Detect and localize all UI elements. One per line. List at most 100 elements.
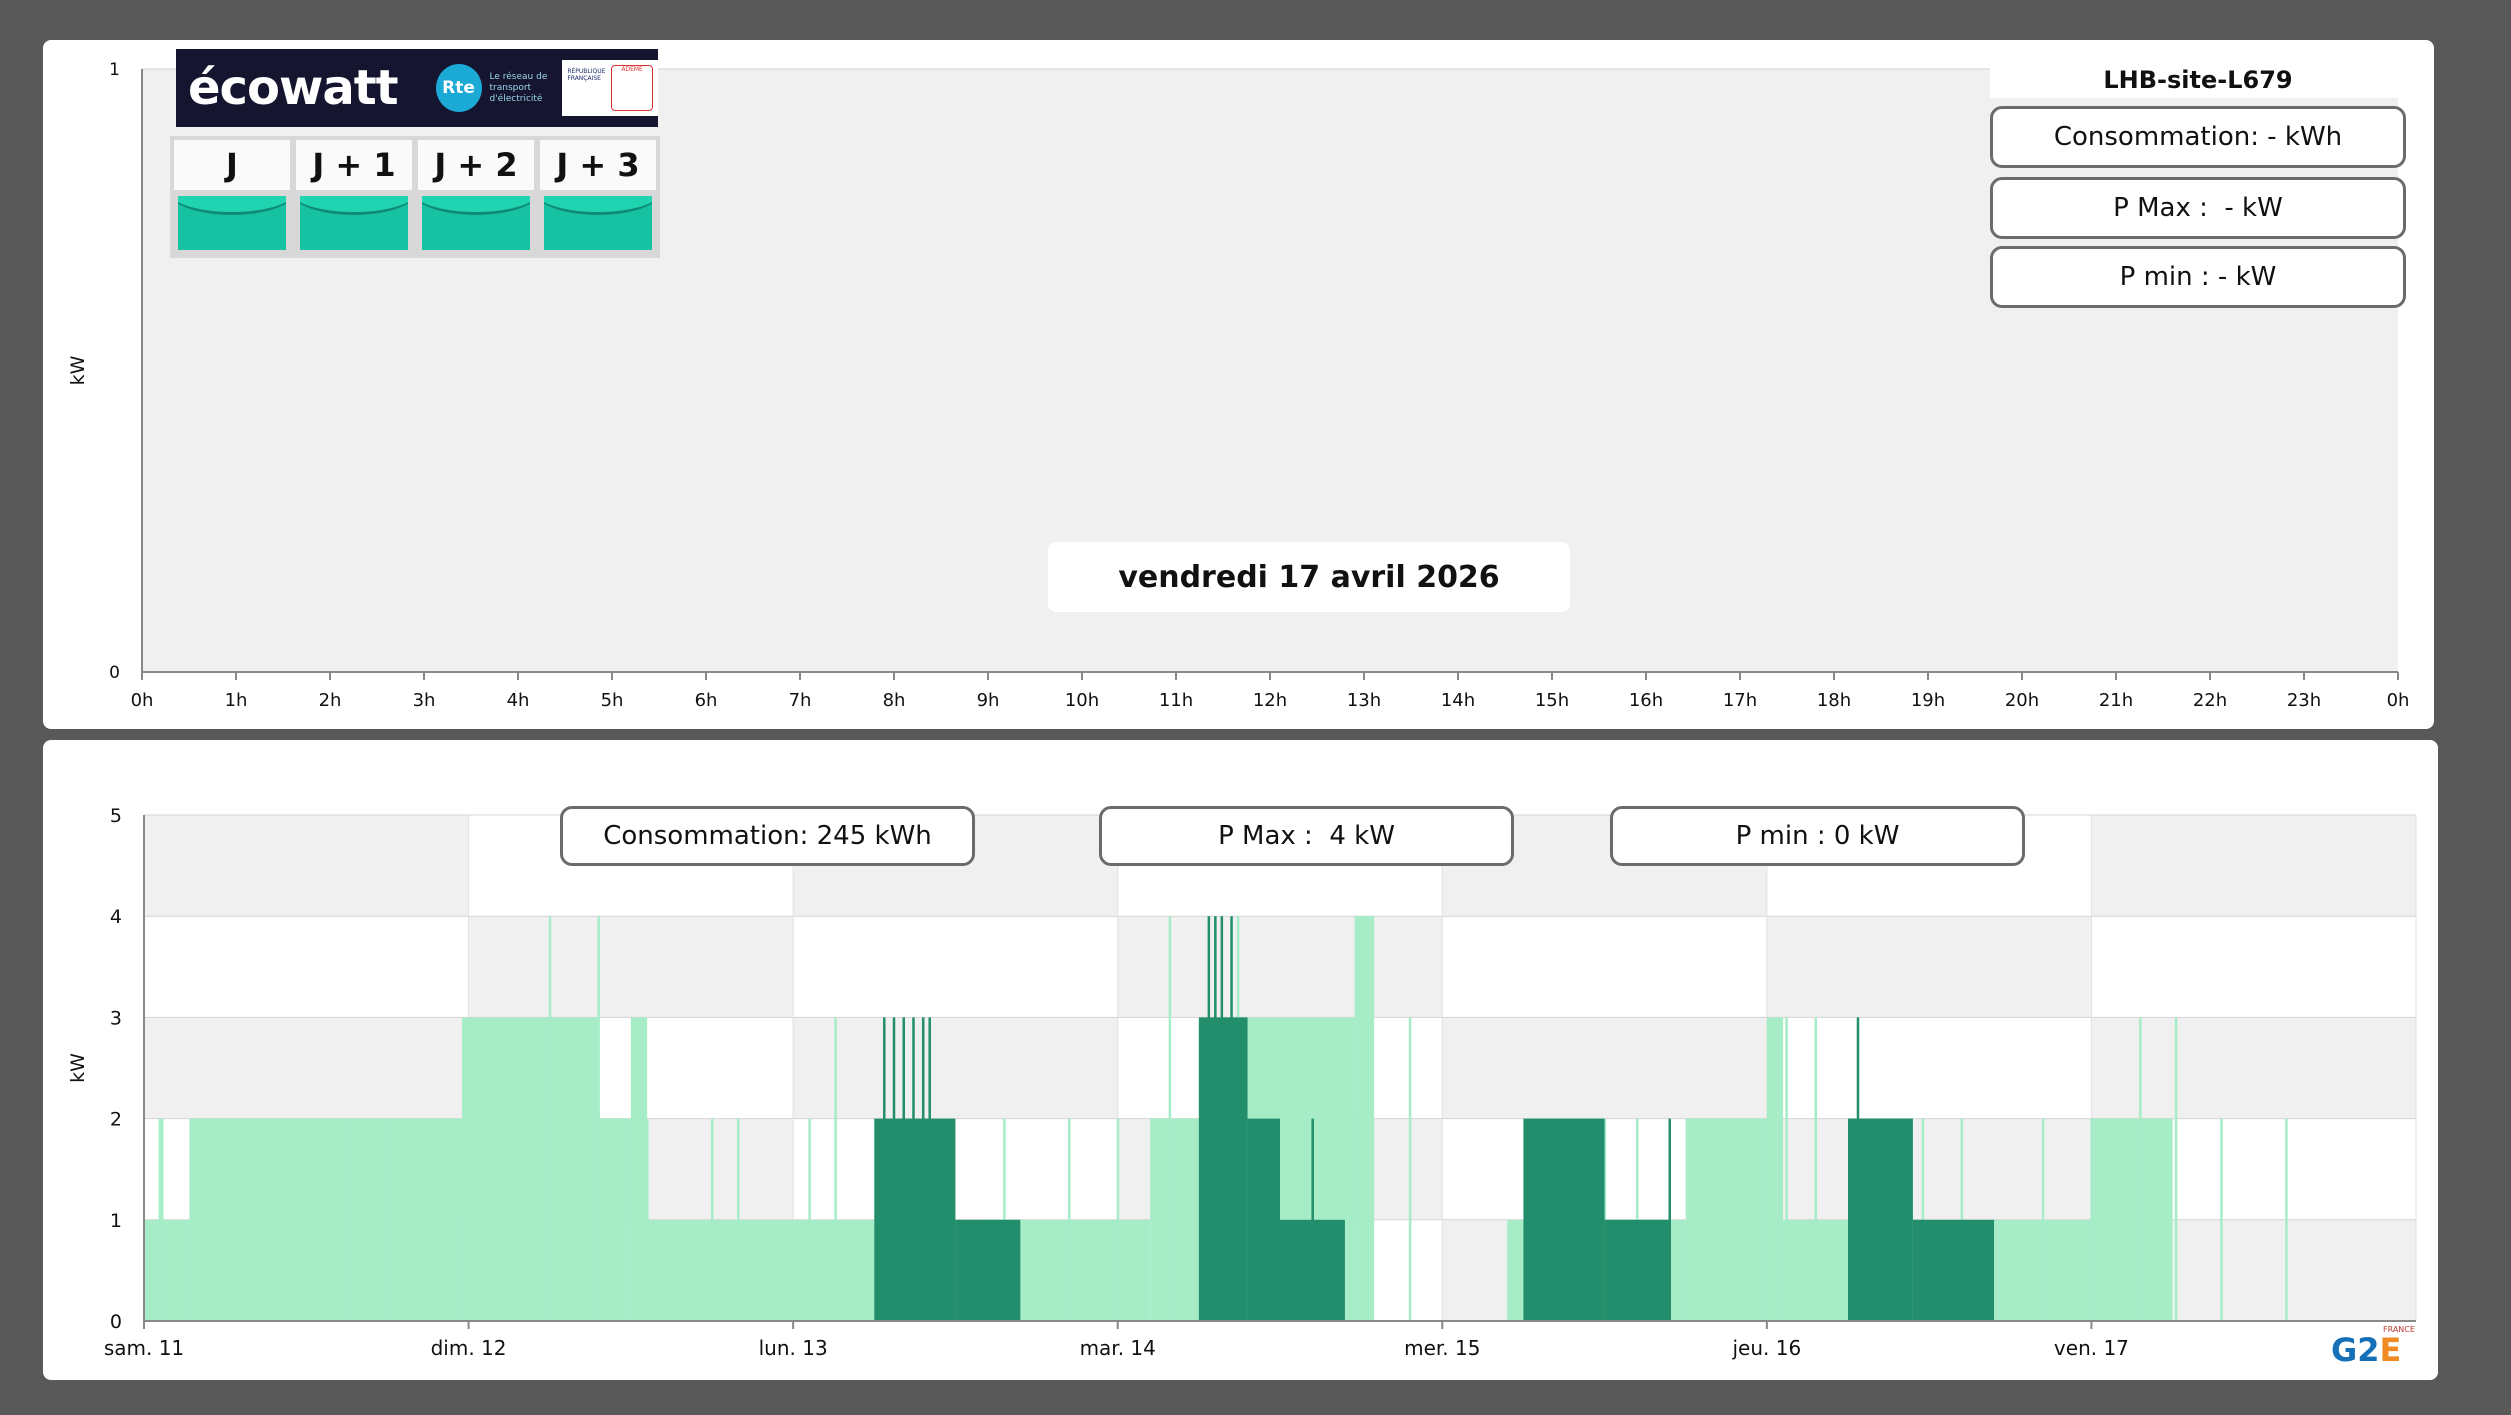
grid-band <box>144 1017 469 1119</box>
x-tick-label: mer. 15 <box>1404 1336 1480 1360</box>
power-bar <box>1766 1017 1784 1321</box>
grid-band <box>2091 815 2416 917</box>
rte-logo: Rte <box>435 64 482 112</box>
x-tick-label: 19h <box>1911 690 1945 711</box>
power-spike <box>1230 916 1233 1321</box>
y-tick-label: 1 <box>109 60 120 80</box>
power-bar <box>158 1118 164 1321</box>
bottom-consumption-box: Consommation: 245 kWh <box>560 806 975 866</box>
x-tick-label: 20h <box>2005 690 2039 711</box>
power-spike <box>1311 1118 1314 1321</box>
x-tick-label: jeu. 16 <box>1732 1336 1802 1360</box>
power-spike <box>1214 916 1217 1321</box>
top-consumption-box: Consommation: - kWh <box>1990 106 2406 168</box>
power-bar <box>163 1219 190 1321</box>
ademe-logo: ADEME <box>611 65 654 111</box>
power-spike <box>928 1017 931 1321</box>
y-axis-label: kW <box>67 1053 89 1083</box>
ecowatt-day-3: J + 3 <box>540 140 656 254</box>
x-tick-label: 10h <box>1065 690 1099 711</box>
x-tick-label: 0h <box>2387 690 2410 711</box>
day-level-indicator <box>544 196 652 250</box>
power-bar <box>1354 916 1375 1321</box>
x-tick-label: 4h <box>507 690 530 711</box>
power-bar <box>874 1118 956 1321</box>
gov-logos: RÉPUBLIQUE FRANÇAISE ADEME <box>562 60 659 116</box>
grid-band <box>793 916 1118 1018</box>
top-pmin-box: P min : - kW <box>1990 246 2406 308</box>
x-tick-label: 15h <box>1535 690 1569 711</box>
x-tick-label: 8h <box>883 690 906 711</box>
power-spike <box>902 1017 905 1321</box>
ecowatt-day-2: J + 2 <box>418 140 534 254</box>
bottom-pmin-box: P min : 0 kW <box>1610 806 2025 866</box>
power-spike <box>892 1017 896 1321</box>
power-spike <box>548 916 552 1321</box>
x-tick-label: dim. 12 <box>431 1336 507 1360</box>
y-tick-label: 0 <box>109 663 120 683</box>
power-bar <box>1150 1118 1199 1321</box>
x-tick-label: 3h <box>413 690 436 711</box>
x-tick-label: 5h <box>601 690 624 711</box>
power-spike <box>1668 1118 1671 1321</box>
y-tick-label: 5 <box>110 805 122 827</box>
power-spike <box>1814 1017 1818 1321</box>
day-label: J + 2 <box>418 140 534 190</box>
ecowatt-day-0: J <box>174 140 290 254</box>
power-spike <box>1068 1118 1071 1321</box>
top-pmax-box: P Max : - kW <box>1990 177 2406 239</box>
y-axis-label: kW <box>67 355 89 385</box>
grid-band <box>1766 1118 2092 1220</box>
x-tick-label: 16h <box>1629 690 1663 711</box>
power-spike <box>808 1118 811 1321</box>
power-spike <box>344 1118 347 1321</box>
x-tick-label: 21h <box>2099 690 2133 711</box>
x-tick-label: 14h <box>1441 690 1475 711</box>
x-tick-label: 23h <box>2287 690 2321 711</box>
power-spike <box>921 1017 925 1321</box>
power-bar <box>1604 1219 1670 1321</box>
grid-band <box>144 916 469 1018</box>
day-label: J <box>174 140 290 190</box>
power-spike <box>1207 916 1211 1321</box>
x-tick-label: 12h <box>1253 690 1287 711</box>
grid-band <box>468 916 794 1018</box>
power-spike <box>1872 1118 1876 1321</box>
power-bar <box>1247 1118 1280 1321</box>
site-name: LHB-site-L679 <box>1990 62 2406 98</box>
day-label: J + 1 <box>296 140 412 190</box>
x-tick-label: 13h <box>1347 690 1381 711</box>
grid-band <box>144 815 469 917</box>
power-bar <box>630 1017 648 1321</box>
x-tick-label: 17h <box>1723 690 1757 711</box>
power-bar <box>647 1219 875 1321</box>
grid-band <box>1117 916 1443 1018</box>
grid-band <box>1442 916 1767 1018</box>
x-tick-label: 9h <box>977 690 1000 711</box>
grid-band <box>1766 916 2092 1018</box>
power-spike <box>1785 1017 1788 1321</box>
power-bar <box>1523 1118 1605 1321</box>
power-spike <box>1116 1118 1120 1321</box>
x-tick-label: sam. 11 <box>104 1336 184 1360</box>
power-spike <box>1856 1017 1860 1321</box>
grid-band <box>1442 1017 1767 1119</box>
power-spike <box>646 1118 649 1321</box>
power-spike <box>2139 1017 2142 1321</box>
date-label: vendredi 17 avril 2026 <box>1048 542 1570 612</box>
power-spike <box>2041 1118 2045 1321</box>
power-spike <box>597 916 600 1321</box>
y-tick-label: 0 <box>110 1311 122 1333</box>
y-tick-label: 4 <box>110 906 122 928</box>
y-tick-label: 2 <box>110 1109 122 1131</box>
x-tick-label: 0h <box>131 690 154 711</box>
power-spike <box>736 1118 740 1321</box>
ecowatt-day-forecast: J J + 1 J + 2 J + 3 <box>170 136 660 258</box>
g2e-logo: G2E FRANCE <box>2323 1323 2421 1378</box>
republique-francaise-logo: RÉPUBLIQUE FRANÇAISE <box>567 68 606 82</box>
power-spike <box>1882 1118 1886 1321</box>
day-level-indicator <box>178 196 286 250</box>
x-tick-label: 18h <box>1817 690 1851 711</box>
power-spike <box>834 1017 837 1321</box>
bottom-pmax-box: P Max : 4 kW <box>1099 806 1514 866</box>
